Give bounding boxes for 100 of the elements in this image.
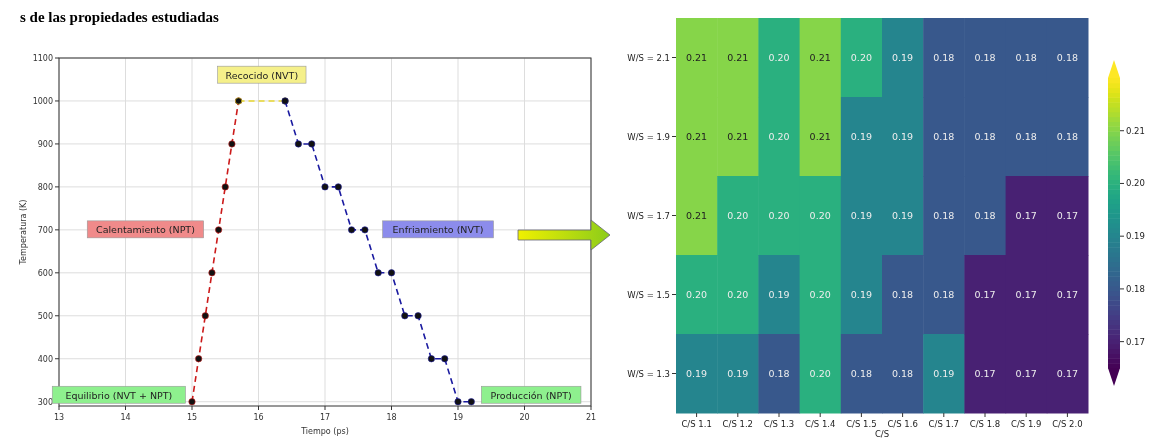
data-label: 0.17 bbox=[1056, 289, 1078, 300]
y-tick-label: W/S = 2.1 bbox=[627, 52, 670, 63]
y-tick-label: W/S = 1.3 bbox=[627, 368, 670, 379]
annotation: Producción (NPT) bbox=[490, 389, 572, 401]
data-label: 0.17 bbox=[1015, 368, 1037, 379]
x-tick-label: 20 bbox=[519, 413, 530, 422]
color-bar-label: 0.21 bbox=[1126, 125, 1145, 136]
data-label: 0.18 bbox=[1015, 131, 1037, 142]
y-tick-label: 400 bbox=[37, 354, 53, 364]
data-label: 0.20 bbox=[809, 289, 831, 300]
x-tick-label: 19 bbox=[452, 413, 464, 422]
y-tick-label: 600 bbox=[37, 268, 53, 278]
data-label: 0.20 bbox=[727, 210, 749, 221]
point bbox=[215, 226, 223, 234]
point bbox=[401, 312, 409, 320]
data-label: 0.19 bbox=[933, 368, 955, 379]
data-label: 0.20 bbox=[686, 289, 708, 300]
data-label: 0.17 bbox=[1015, 289, 1037, 300]
color-bar-label: 0.19 bbox=[1126, 231, 1145, 242]
y-tick-label: 300 bbox=[37, 397, 53, 407]
point bbox=[374, 269, 382, 277]
data-label: 0.20 bbox=[809, 210, 831, 221]
y-tick-label: W/S = 1.5 bbox=[627, 289, 670, 300]
data-label: 0.19 bbox=[850, 131, 872, 142]
point bbox=[195, 355, 203, 363]
y-tick-label: 800 bbox=[37, 182, 53, 192]
x-tick-label: C/S 1.3 bbox=[763, 419, 795, 429]
x-tick-label: 16 bbox=[253, 413, 264, 422]
x-tick-label: 21 bbox=[585, 413, 597, 422]
data-label: 0.18 bbox=[933, 131, 955, 142]
data-label: 0.17 bbox=[1056, 210, 1078, 221]
point bbox=[188, 398, 196, 406]
x-axis-title: C/S bbox=[874, 429, 890, 439]
x-tick-label: C/S 1.6 bbox=[887, 419, 918, 429]
x-tick-label: 17 bbox=[319, 413, 331, 422]
point bbox=[228, 140, 236, 148]
data-label: 0.21 bbox=[727, 131, 749, 142]
data-label: 0.18 bbox=[933, 210, 955, 221]
color-bar-label: 0.20 bbox=[1126, 178, 1145, 189]
x-tick-label: C/S 1.5 bbox=[846, 419, 877, 429]
y-tick-label: 700 bbox=[37, 225, 53, 235]
data-label: 0.18 bbox=[974, 210, 996, 221]
data-label: 0.18 bbox=[850, 368, 872, 379]
data-label: 0.17 bbox=[974, 289, 996, 300]
data-label: 0.17 bbox=[974, 368, 996, 379]
data-label: 0.20 bbox=[768, 52, 790, 63]
text: s de las propiedades estudiadas bbox=[20, 9, 220, 25]
data-label: 0.19 bbox=[892, 52, 914, 63]
data-label: 0.18 bbox=[1056, 52, 1078, 63]
data-label: 0.18 bbox=[974, 131, 996, 142]
point bbox=[414, 312, 422, 320]
x-tick-label: 14 bbox=[120, 413, 131, 422]
point bbox=[454, 398, 462, 406]
data-label: 0.20 bbox=[809, 368, 831, 379]
data-label: 0.18 bbox=[892, 289, 914, 300]
x-tick-label: 18 bbox=[386, 413, 397, 422]
data-label: 0.21 bbox=[686, 210, 708, 221]
data-label: 0.20 bbox=[850, 52, 872, 63]
data-label: 0.19 bbox=[850, 289, 872, 300]
y-tick-label: 1100 bbox=[32, 54, 53, 63]
point bbox=[208, 269, 216, 277]
data-label: 0.18 bbox=[933, 52, 955, 63]
data-label: 0.21 bbox=[809, 131, 831, 142]
point bbox=[441, 355, 449, 363]
data-label: 0.21 bbox=[727, 52, 749, 63]
x-tick-label: C/S 2.0 bbox=[1052, 419, 1083, 429]
data-label: 0.18 bbox=[1056, 131, 1078, 142]
data-label: 0.17 bbox=[1056, 368, 1078, 379]
data-label: 0.20 bbox=[768, 131, 790, 142]
data-label: 0.18 bbox=[974, 52, 996, 63]
x-axis-title: Tiempo (ps) bbox=[300, 427, 349, 436]
point bbox=[334, 183, 342, 191]
point bbox=[388, 269, 395, 277]
x-tick-label: C/S 1.2 bbox=[722, 419, 754, 429]
x-tick-label: C/S 1.1 bbox=[681, 419, 712, 429]
data-label: 0.18 bbox=[933, 289, 955, 300]
point bbox=[361, 226, 369, 234]
point bbox=[308, 140, 316, 148]
data-label: 0.18 bbox=[768, 368, 790, 379]
y-tick-label: 500 bbox=[37, 311, 53, 321]
x-tick-label: C/S 1.9 bbox=[1010, 419, 1042, 429]
point bbox=[427, 355, 435, 363]
point bbox=[221, 183, 229, 191]
data-label: 0.20 bbox=[727, 289, 749, 300]
y-tick-label: W/S = 1.9 bbox=[627, 131, 670, 142]
annotation: Equilibrio (NVT + NPT) bbox=[65, 389, 173, 401]
y-axis-title: Temperatura (K) bbox=[19, 199, 28, 266]
data-label: 0.19 bbox=[727, 368, 749, 379]
data-label: 0.19 bbox=[686, 368, 708, 379]
data-label: 0.21 bbox=[686, 131, 708, 142]
y-tick-label: 1000 bbox=[32, 96, 53, 106]
color-bar-label: 0.17 bbox=[1126, 336, 1145, 347]
point bbox=[348, 226, 356, 234]
point bbox=[467, 398, 475, 406]
point bbox=[201, 312, 209, 320]
data-label: 0.19 bbox=[892, 210, 914, 221]
data-label: 0.18 bbox=[892, 368, 914, 379]
annotation: Recocido (NVT) bbox=[225, 69, 299, 81]
data-label: 0.19 bbox=[850, 210, 872, 221]
data-label: 0.18 bbox=[1015, 52, 1037, 63]
